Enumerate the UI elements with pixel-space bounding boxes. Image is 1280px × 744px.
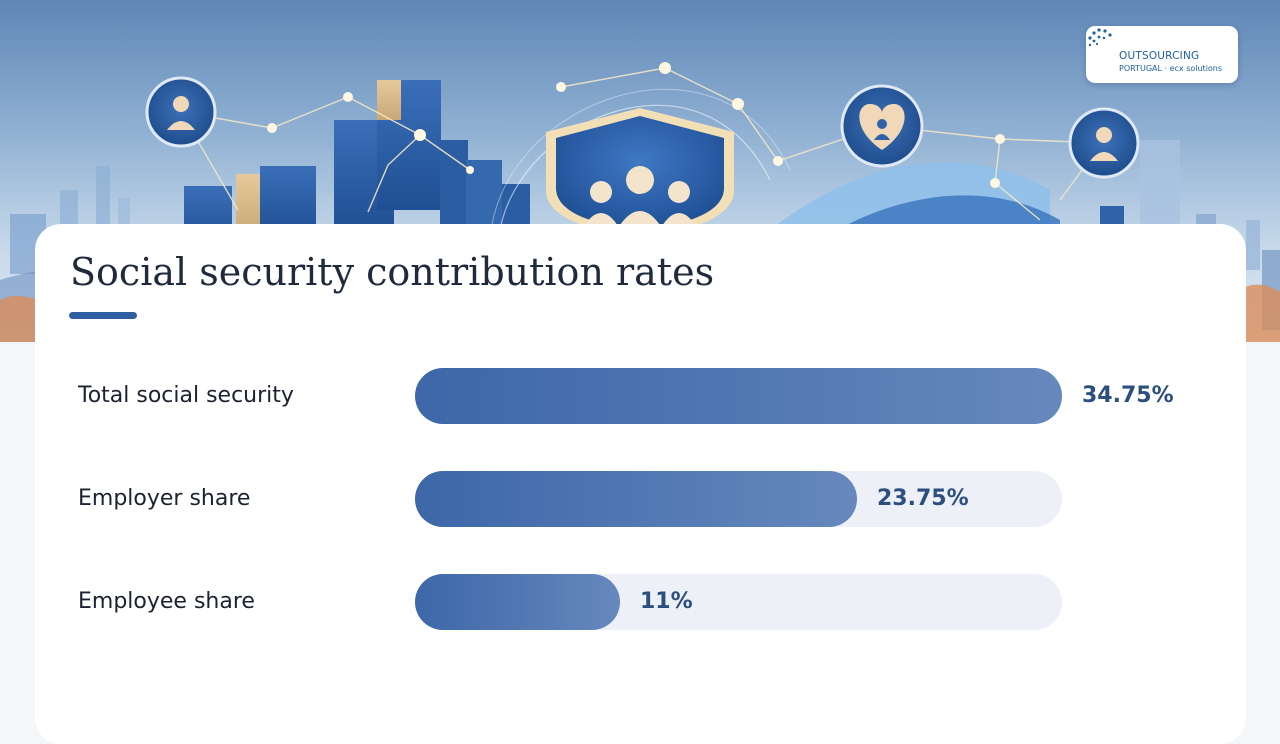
bar-value-label: 34.75% — [1082, 383, 1174, 408]
bar-track — [415, 368, 1062, 424]
shield-group-icon — [546, 108, 734, 236]
bar-track — [415, 471, 1062, 527]
bar — [415, 368, 1062, 424]
bar-label: Employee share — [78, 589, 255, 614]
title-underline — [69, 312, 137, 319]
person-icon — [1068, 107, 1140, 179]
bar — [415, 574, 620, 630]
logo-tagline: PORTUGAL · ecx solutions — [1119, 64, 1223, 73]
bar — [415, 471, 857, 527]
logo-wordmark: OUTSOURCING — [1119, 50, 1200, 62]
bar-chart: Total social security 34.75% Employer shar… — [35, 224, 1246, 720]
person-icon — [145, 76, 217, 148]
bar-value-label: 11% — [640, 589, 693, 614]
bar-label: Total social security — [78, 383, 294, 408]
bar-track — [415, 574, 1062, 630]
chart-title: Social security contribution rates — [70, 250, 715, 294]
brand-logo: OUTSOURCING PORTUGAL · ecx solutions — [1086, 26, 1238, 83]
bar-value-label: 23.75% — [877, 486, 969, 511]
logo-dots-icon — [1088, 28, 1112, 47]
chart-card: Social security contribution rates Total… — [35, 224, 1246, 744]
bar-label: Employer share — [78, 486, 251, 511]
heart-person-icon — [840, 84, 924, 168]
